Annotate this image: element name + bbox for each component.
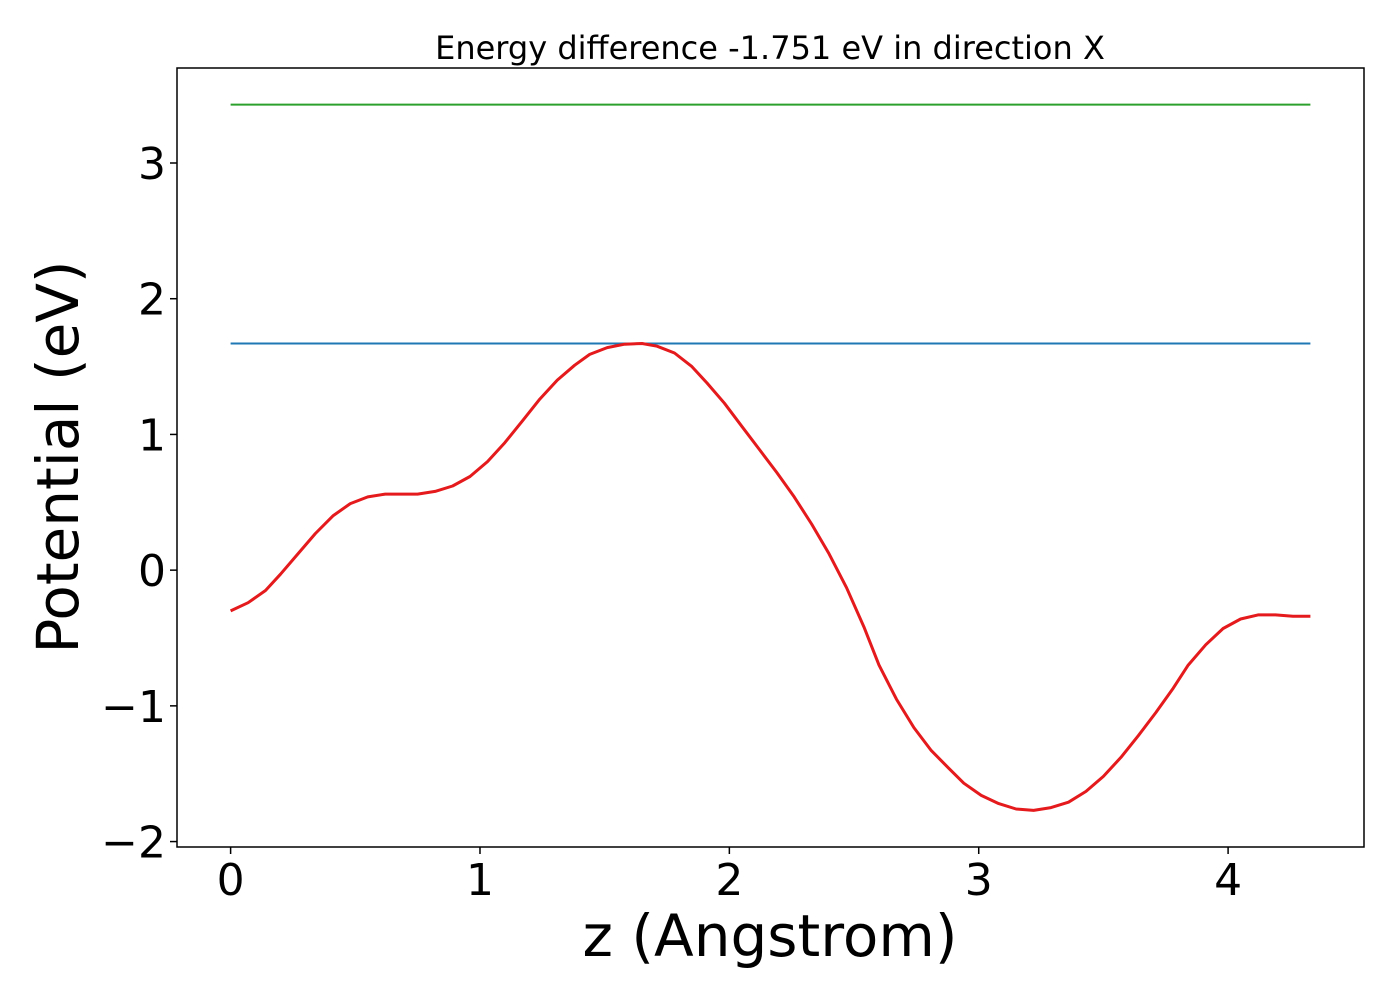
y-tick-label: −2 — [101, 818, 166, 869]
x-tick-label: 2 — [715, 855, 743, 906]
y-tick-label: −1 — [101, 682, 166, 733]
x-tick-label: 4 — [1214, 855, 1242, 906]
x-axis-ticks: 0 1 2 3 4 — [217, 847, 1242, 906]
y-axis-ticks: −2 −1 0 1 2 3 — [101, 139, 177, 869]
x-axis-label: z (Angstrom) — [583, 902, 958, 970]
series-layer — [229, 103, 1311, 812]
y-axis-label: Potential (eV) — [24, 260, 92, 653]
y-tick-label: 3 — [138, 139, 166, 190]
x-tick-label: 0 — [217, 855, 245, 906]
x-tick-label: 3 — [965, 855, 993, 906]
y-tick-label: 1 — [138, 410, 166, 461]
plot-frame — [176, 67, 1365, 848]
chart-title: Energy difference -1.751 eV in direction… — [435, 29, 1105, 67]
x-tick-label: 1 — [466, 855, 494, 906]
series-line-2 — [229, 342, 1311, 812]
y-tick-label: 0 — [138, 546, 166, 597]
y-tick-label: 2 — [138, 275, 166, 326]
